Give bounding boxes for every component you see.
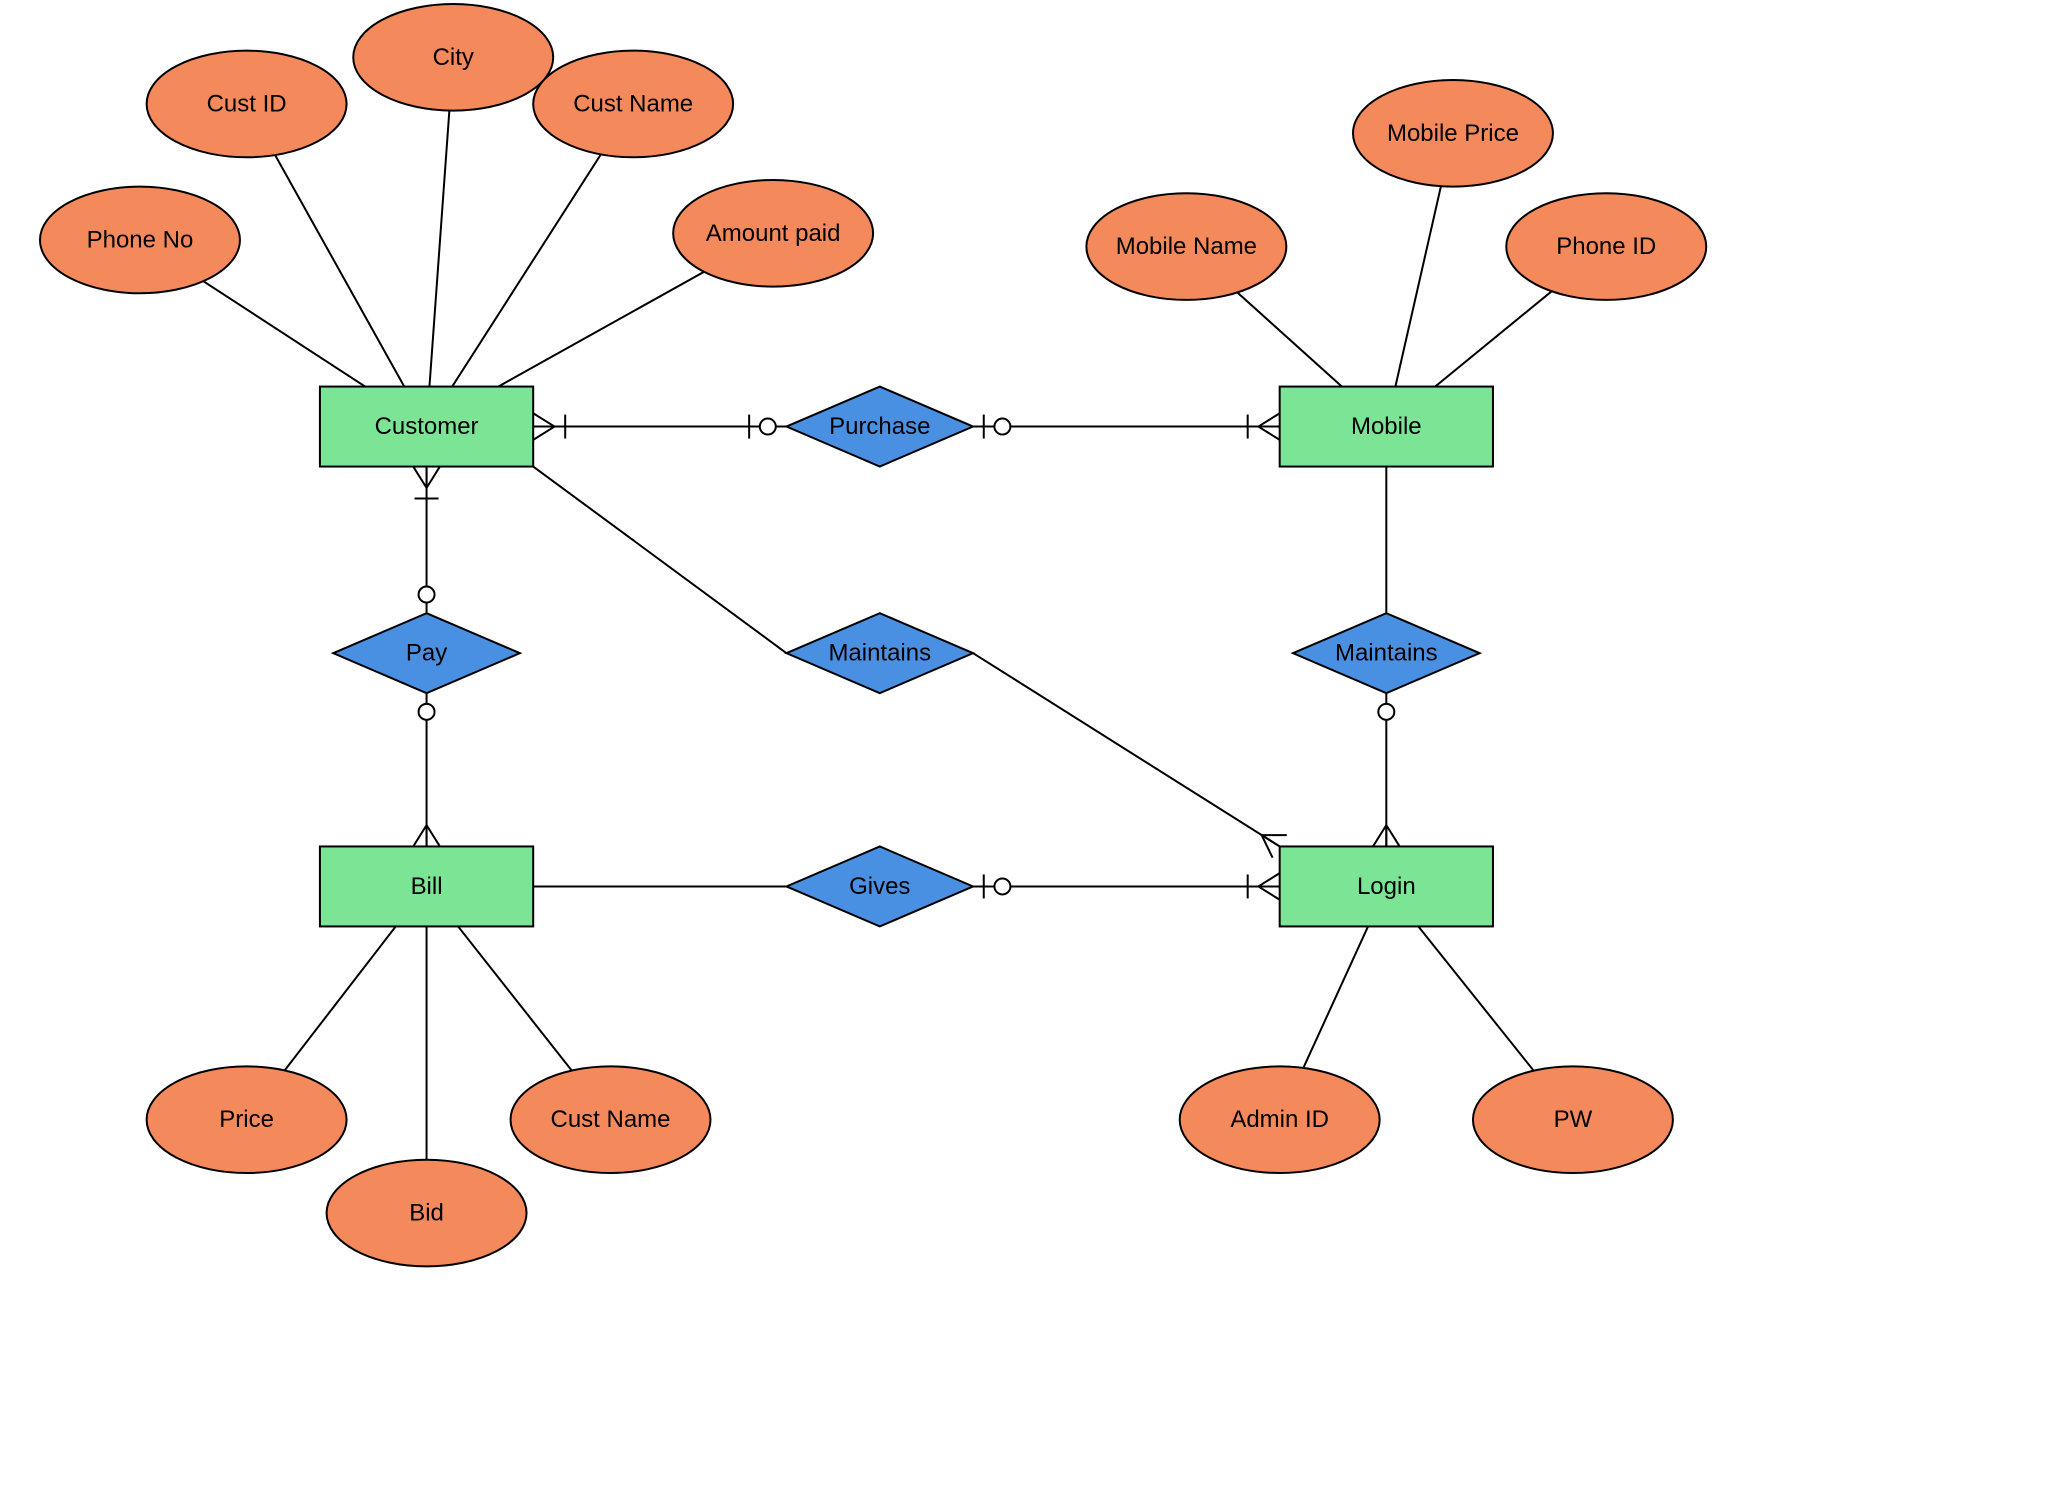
attribute-label: Bid — [409, 1200, 444, 1227]
attribute-phone_no: Phone No — [40, 187, 240, 294]
relationship-purchase: Purchase — [786, 387, 973, 467]
attribute-label: Phone ID — [1556, 233, 1656, 260]
attribute-cust_id: Cust ID — [147, 51, 347, 158]
attribute-label: Admin ID — [1230, 1106, 1329, 1133]
relationship-label: Maintains — [828, 640, 931, 667]
attribute-mobile_name: Mobile Name — [1086, 193, 1286, 300]
attribute-mobile_price: Mobile Price — [1353, 80, 1553, 187]
er-diagram: Phone No Cust ID City Cust Name Amount paid M… — [0, 0, 2047, 1509]
relationship-label: Pay — [406, 640, 447, 667]
attribute-label: Price — [219, 1106, 274, 1133]
entity-label: Bill — [411, 873, 443, 900]
attribute-price: Price — [147, 1066, 347, 1173]
attribute-city: City — [353, 4, 553, 111]
attribute-label: Cust Name — [551, 1106, 671, 1133]
nodes-layer: Phone No Cust ID City Cust Name Amount paid M… — [40, 4, 1706, 1266]
entity-label: Mobile — [1351, 413, 1422, 440]
attribute-label: Cust Name — [573, 90, 693, 117]
attribute-cust_name_c: Cust Name — [533, 51, 733, 158]
entity-mobile: Mobile — [1280, 387, 1493, 467]
attribute-label: City — [433, 44, 474, 71]
entity-login: Login — [1280, 846, 1493, 926]
attribute-phone_id: Phone ID — [1506, 193, 1706, 300]
entity-label: Login — [1357, 873, 1416, 900]
attribute-label: Mobile Name — [1116, 233, 1257, 260]
attribute-label: Amount paid — [706, 220, 841, 247]
relationship-label: Maintains — [1335, 640, 1438, 667]
relationship-label: Purchase — [829, 413, 930, 440]
attribute-label: PW — [1554, 1106, 1593, 1133]
attribute-label: Cust ID — [207, 90, 287, 117]
entity-bill: Bill — [320, 846, 533, 926]
attribute-amount_paid: Amount paid — [673, 180, 873, 287]
entity-customer: Customer — [320, 387, 533, 467]
attribute-cust_name_b: Cust Name — [511, 1066, 711, 1173]
relationship-label: Gives — [849, 873, 910, 900]
relationship-maintains2: Maintains — [1293, 613, 1480, 693]
attribute-label: Phone No — [87, 226, 194, 253]
relationship-maintains1: Maintains — [786, 613, 973, 693]
entity-label: Customer — [375, 413, 479, 440]
relationship-pay: Pay — [333, 613, 520, 693]
attribute-label: Mobile Price — [1387, 120, 1519, 147]
attribute-pw: PW — [1473, 1066, 1673, 1173]
attribute-bid: Bid — [327, 1160, 527, 1267]
attribute-admin_id: Admin ID — [1180, 1066, 1380, 1173]
relationship-gives: Gives — [786, 846, 973, 926]
